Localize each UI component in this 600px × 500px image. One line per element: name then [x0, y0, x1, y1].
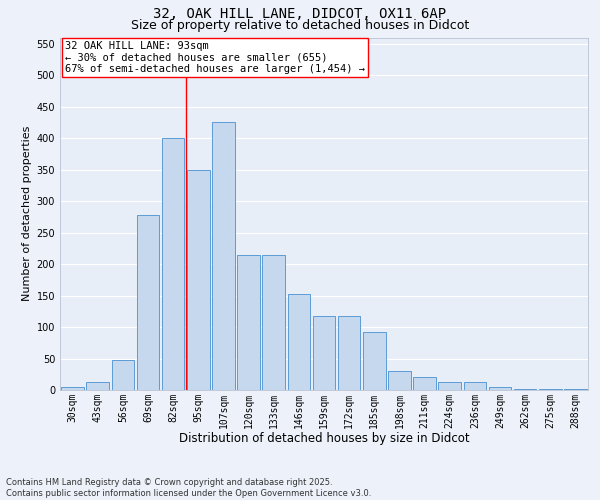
Text: Size of property relative to detached houses in Didcot: Size of property relative to detached ho… — [131, 19, 469, 32]
Bar — [237, 254, 260, 390]
Y-axis label: Number of detached properties: Number of detached properties — [22, 126, 32, 302]
Bar — [112, 360, 134, 390]
Bar — [338, 316, 361, 390]
Bar — [187, 170, 209, 390]
Bar — [514, 388, 536, 390]
Bar — [137, 215, 160, 390]
Bar — [262, 254, 285, 390]
Text: Contains HM Land Registry data © Crown copyright and database right 2025.
Contai: Contains HM Land Registry data © Crown c… — [6, 478, 371, 498]
Text: 32, OAK HILL LANE, DIDCOT, OX11 6AP: 32, OAK HILL LANE, DIDCOT, OX11 6AP — [154, 8, 446, 22]
Text: 32 OAK HILL LANE: 93sqm
← 30% of detached houses are smaller (655)
67% of semi-d: 32 OAK HILL LANE: 93sqm ← 30% of detache… — [65, 41, 365, 74]
Bar — [86, 382, 109, 390]
Bar — [61, 387, 84, 390]
Bar — [388, 371, 411, 390]
Bar — [439, 382, 461, 390]
Bar — [464, 382, 486, 390]
Bar — [488, 387, 511, 390]
X-axis label: Distribution of detached houses by size in Didcot: Distribution of detached houses by size … — [179, 432, 469, 445]
Bar — [212, 122, 235, 390]
Bar — [363, 332, 386, 390]
Bar — [313, 316, 335, 390]
Bar — [287, 294, 310, 390]
Bar — [162, 138, 184, 390]
Bar — [413, 378, 436, 390]
